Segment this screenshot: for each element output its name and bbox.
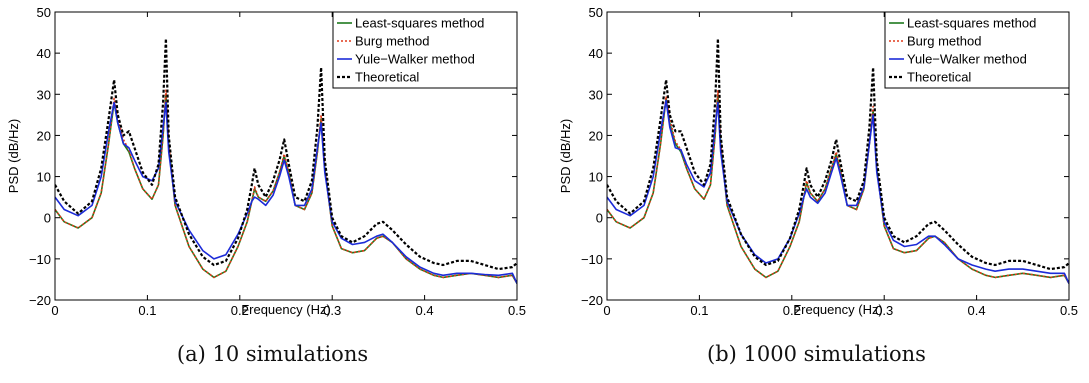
y-tick-label: 20 bbox=[589, 128, 603, 143]
legend-label-theoretical: Theoretical bbox=[907, 70, 971, 85]
series-group bbox=[55, 37, 517, 284]
legend: Least-squares method Burg method Yule−Walk… bbox=[332, 11, 518, 89]
series-line-burg-method bbox=[607, 89, 1069, 284]
y-tick-label: 50 bbox=[589, 5, 603, 20]
y-tick-label: −10 bbox=[29, 252, 51, 267]
y-tick-label: −20 bbox=[581, 293, 603, 308]
y-tick-label: 0 bbox=[44, 211, 51, 226]
caption-b: (b) 1000 simulations bbox=[707, 342, 926, 366]
chart-panel-b: 0 0.1 0.2 0.3 0.4 0.5 −20 −10 0 10 20 30 40 50 Frequen… bbox=[558, 5, 1078, 318]
x-tick-label: 0.4 bbox=[416, 303, 434, 318]
x-tick-label: 0.5 bbox=[508, 303, 526, 318]
series-line-burg-method bbox=[55, 89, 517, 284]
y-tick-label: 30 bbox=[589, 87, 603, 102]
series-line-least-squares-method bbox=[55, 93, 517, 284]
y-tick-label: 20 bbox=[37, 128, 51, 143]
x-tick-label: 0 bbox=[603, 303, 610, 318]
series-line-theoretical bbox=[607, 37, 1069, 271]
y-tick-label: 30 bbox=[37, 87, 51, 102]
series-line-yule-walker-method bbox=[607, 99, 1069, 284]
y-tick-label: 10 bbox=[589, 170, 603, 185]
legend-box bbox=[884, 11, 1070, 89]
legend-label-least-squares-method: Least-squares method bbox=[907, 16, 1036, 31]
psd-figure: 0 0.1 0.2 0.3 0.4 0.5 −20 −10 0 10 20 30 40 50 Frequen… bbox=[6, 5, 1078, 318]
axes-frame bbox=[54, 11, 518, 301]
legend-label-burg-method: Burg method bbox=[907, 34, 981, 49]
y-tick-label: −10 bbox=[581, 252, 603, 267]
series-group bbox=[607, 37, 1069, 284]
x-tick-label: 0.2 bbox=[783, 303, 801, 318]
legend-label-theoretical: Theoretical bbox=[355, 70, 419, 85]
series-line-least-squares-method bbox=[607, 93, 1069, 284]
x-tick-label: 0.1 bbox=[690, 303, 708, 318]
series-line-theoretical bbox=[55, 37, 517, 271]
x-axis-label: Frequency (Hz) bbox=[793, 302, 883, 317]
x-tick-label: 0.5 bbox=[1060, 303, 1078, 318]
x-axis-label: Frequency (Hz) bbox=[241, 302, 331, 317]
y-tick-label: 50 bbox=[37, 5, 51, 20]
chart-panel-a: 0 0.1 0.2 0.3 0.4 0.5 −20 −10 0 10 20 30 40 50 Frequen… bbox=[6, 5, 526, 318]
series-line-yule-walker-method bbox=[55, 101, 517, 284]
y-tick-label: 0 bbox=[596, 211, 603, 226]
caption-a: (a) 10 simulations bbox=[176, 342, 369, 366]
y-tick-label: 40 bbox=[37, 46, 51, 61]
x-tick-label: 0.3 bbox=[875, 303, 893, 318]
x-tick-label: 0 bbox=[51, 303, 58, 318]
legend-box bbox=[332, 11, 518, 89]
legend-label-yule-walker-method: Yule−Walker method bbox=[355, 52, 475, 67]
legend-label-burg-method: Burg method bbox=[355, 34, 429, 49]
legend-label-least-squares-method: Least-squares method bbox=[355, 16, 484, 31]
y-tick-label: −20 bbox=[29, 293, 51, 308]
y-axis-label: PSD (dB/Hz) bbox=[558, 119, 573, 193]
x-tick-label: 0.1 bbox=[138, 303, 156, 318]
y-tick-label: 40 bbox=[589, 46, 603, 61]
y-axis-label: PSD (dB/Hz) bbox=[6, 119, 21, 193]
x-tick-label: 0.4 bbox=[968, 303, 986, 318]
axes-frame bbox=[606, 11, 1070, 301]
x-tick-label: 0.2 bbox=[231, 303, 249, 318]
y-tick-label: 10 bbox=[37, 170, 51, 185]
legend: Least-squares method Burg method Yule−Walk… bbox=[884, 11, 1070, 89]
legend-label-yule-walker-method: Yule−Walker method bbox=[907, 52, 1027, 67]
x-tick-label: 0.3 bbox=[323, 303, 341, 318]
